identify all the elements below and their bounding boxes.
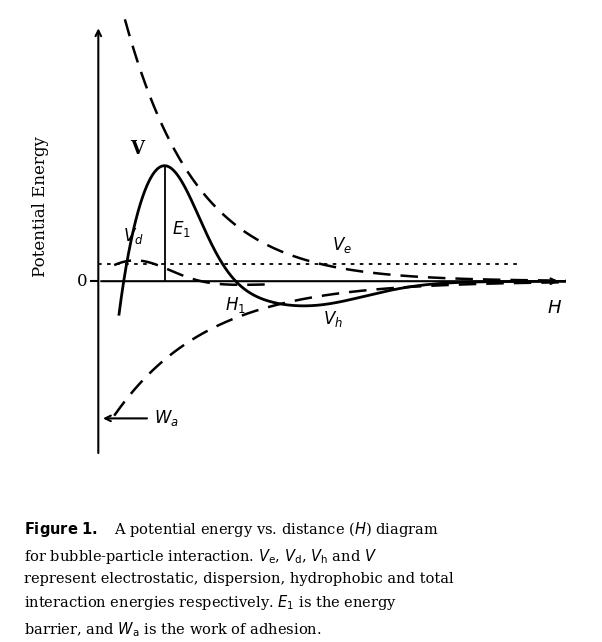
- Text: $V_h$: $V_h$: [323, 309, 343, 329]
- Text: $W_a$: $W_a$: [155, 408, 179, 428]
- Text: $\bf{Figure\ 1.}$   A potential energy vs. distance ($H$) diagram
for bubble-par: $\bf{Figure\ 1.}$ A potential energy vs.…: [24, 520, 454, 639]
- Text: V: V: [130, 140, 144, 158]
- Text: $E_1$: $E_1$: [172, 219, 191, 239]
- Text: $V_d$: $V_d$: [123, 226, 144, 247]
- Text: Potential Energy: Potential Energy: [32, 136, 49, 277]
- Text: $V_e$: $V_e$: [332, 235, 352, 256]
- Text: $H_1$: $H_1$: [225, 295, 246, 315]
- Text: 0: 0: [76, 273, 87, 290]
- Text: $H$: $H$: [547, 299, 562, 317]
